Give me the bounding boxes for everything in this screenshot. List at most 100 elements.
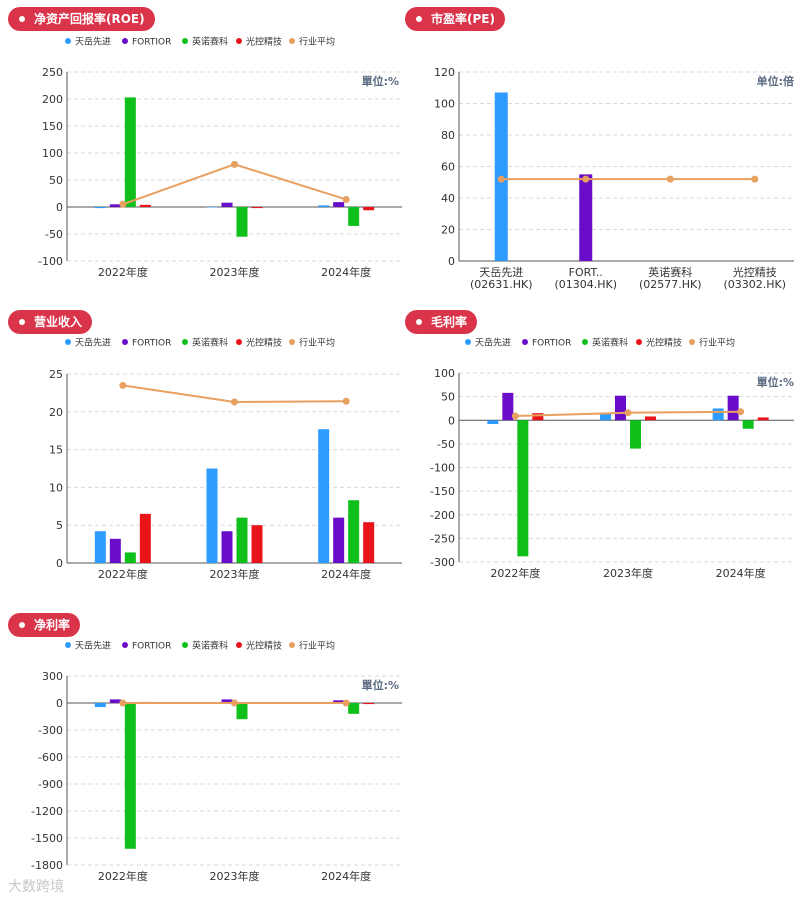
x-tick-label: FORT.. — [569, 266, 603, 279]
bar-3-2022年度 — [517, 420, 529, 557]
bar-3-2023年度 — [630, 420, 641, 449]
x-tick-label: 2022年度 — [98, 869, 148, 883]
pe-chart: 020406080100120单位:倍天岳先进(02631.HK)FORT..(… — [434, 66, 794, 291]
y-tick-label: 0 — [56, 557, 63, 570]
legend-label: 光控精技 — [246, 36, 282, 48]
y-tick-label: 0 — [448, 414, 455, 427]
bar-3-2022年度 — [124, 97, 136, 207]
bar-2-2023年度 — [615, 395, 626, 421]
bar-1-2023年度 — [206, 468, 218, 563]
y-tick-label: 200 — [42, 93, 63, 106]
x-tick-label: (01304.HK) — [554, 278, 617, 291]
bar-1-2022年度 — [94, 207, 106, 209]
unit-label: 單位:% — [362, 74, 399, 88]
legend-label: 光控精技 — [246, 337, 282, 349]
bar-1-2024年度 — [712, 408, 724, 421]
y-tick-label: -1500 — [31, 832, 63, 845]
average-point-0 — [119, 699, 127, 707]
legend-marker-0 — [65, 339, 71, 345]
bar-1-2024年度 — [318, 429, 330, 563]
x-tick-label: 2023年度 — [210, 869, 260, 883]
average-point-0 — [119, 381, 127, 389]
y-tick-label: 80 — [441, 129, 455, 142]
legend-label: 英诺赛科 — [192, 337, 228, 349]
y-tick-label: 150 — [42, 120, 63, 133]
average-point-1 — [582, 175, 590, 183]
panel-title: 毛利率 — [405, 310, 478, 334]
legend-label: 行业平均 — [299, 36, 335, 48]
x-tick-label: 2023年度 — [603, 566, 653, 580]
bar-2-2024年度 — [333, 700, 345, 703]
y-tick-label: 50 — [441, 391, 455, 404]
bar-1 — [579, 174, 593, 261]
legend-marker-1 — [122, 339, 128, 345]
legend-marker-3 — [236, 642, 242, 648]
legend-marker-0 — [465, 339, 471, 345]
x-tick-label: 2024年度 — [321, 265, 371, 279]
revenue-chart: 天岳先进 FORTIOR 英诺赛科 光控精技 行业平均 0 5 10 15 20 25 2022年度 2… — [49, 337, 402, 581]
y-tick-label: 0 — [56, 201, 63, 214]
legend-label: 英诺赛科 — [192, 36, 228, 48]
average-point-2 — [342, 397, 350, 405]
unit-label: 單位:% — [362, 678, 399, 692]
panel-roe: 净资产回报率(ROE) 天岳先进 FORTIOR 英诺赛科 光控精技 行业平均 -100 -… — [0, 0, 402, 303]
x-tick-label: 英诺赛科 — [648, 265, 692, 279]
bar-4-2022年度 — [139, 513, 151, 563]
legend-label: 天岳先进 — [75, 337, 111, 349]
bar-3-2023年度 — [236, 207, 248, 237]
bar-2-2024年度 — [333, 517, 345, 563]
bar-3-2024年度 — [742, 420, 754, 429]
x-tick-label: 天岳先进 — [479, 266, 523, 279]
watermark-text: 大数跨境 — [8, 879, 64, 895]
legend-marker-2 — [582, 339, 588, 345]
y-tick-label: -100 — [430, 462, 455, 475]
y-tick-label: -50 — [437, 438, 455, 451]
bar-2-2022年度 — [109, 204, 121, 207]
legend-label: 英诺赛科 — [192, 640, 228, 652]
legend-marker-3 — [236, 339, 242, 345]
average-line — [122, 163, 347, 206]
x-tick-label: (02631.HK) — [470, 278, 533, 291]
y-tick-label: -150 — [430, 485, 455, 498]
legend-marker-2 — [182, 38, 188, 44]
panel-revenue: 营业收入 天岳先进 FORTIOR 英诺赛科 光控精技 行业平均 0 5 10 15 20 25 20… — [0, 303, 402, 606]
legend-marker-0 — [65, 642, 71, 648]
x-tick-label: 光控精技 — [733, 265, 777, 279]
legend-label: 天岳先进 — [75, 36, 111, 48]
x-tick-label: 2023年度 — [210, 567, 260, 581]
y-tick-label: -1800 — [31, 859, 63, 872]
legend-label: 天岳先进 — [475, 337, 511, 349]
average-point-3 — [751, 175, 759, 183]
y-tick-label: -50 — [45, 228, 63, 241]
x-tick-label: (03302.HK) — [723, 278, 786, 291]
y-tick-label: 10 — [49, 481, 63, 494]
legend-label: 英诺赛科 — [592, 337, 628, 349]
y-tick-label: 5 — [56, 519, 63, 532]
legend-label: 光控精技 — [246, 640, 282, 652]
legend-marker-0 — [65, 38, 71, 44]
average-point-2 — [342, 699, 350, 707]
bar-1-2023年度 — [206, 207, 218, 208]
x-tick-label: 2022年度 — [98, 265, 148, 279]
y-tick-label: -300 — [430, 556, 455, 569]
bar-2-2022年度 — [109, 538, 121, 563]
y-tick-label: 60 — [441, 161, 455, 174]
legend-marker-4 — [289, 642, 295, 648]
y-tick-label: -100 — [38, 255, 63, 268]
average-point-1 — [231, 398, 238, 406]
y-tick-label: -250 — [430, 532, 455, 545]
average-point-0 — [497, 175, 505, 183]
y-tick-label: 50 — [49, 174, 63, 187]
legend-marker-1 — [122, 642, 128, 648]
bar-1-2022年度 — [94, 531, 106, 563]
roe-chart: 天岳先进 FORTIOR 英诺赛科 光控精技 行业平均 -100 -50 0 50 100 150 2… — [38, 36, 402, 279]
average-point-0 — [511, 412, 519, 420]
legend-marker-4 — [689, 339, 695, 345]
bar-2-2022年度 — [502, 392, 514, 421]
panel-gross-margin: 毛利率 天岳先进 FORTIOR 英诺赛科 光控精技 行业平均 -300 -250 -200 -… — [397, 303, 794, 606]
y-tick-label: 25 — [49, 368, 63, 381]
y-tick-label: 20 — [49, 406, 63, 419]
x-tick-label: 2022年度 — [98, 567, 148, 581]
y-tick-label: 100 — [434, 367, 455, 380]
legend-marker-4 — [289, 38, 295, 44]
